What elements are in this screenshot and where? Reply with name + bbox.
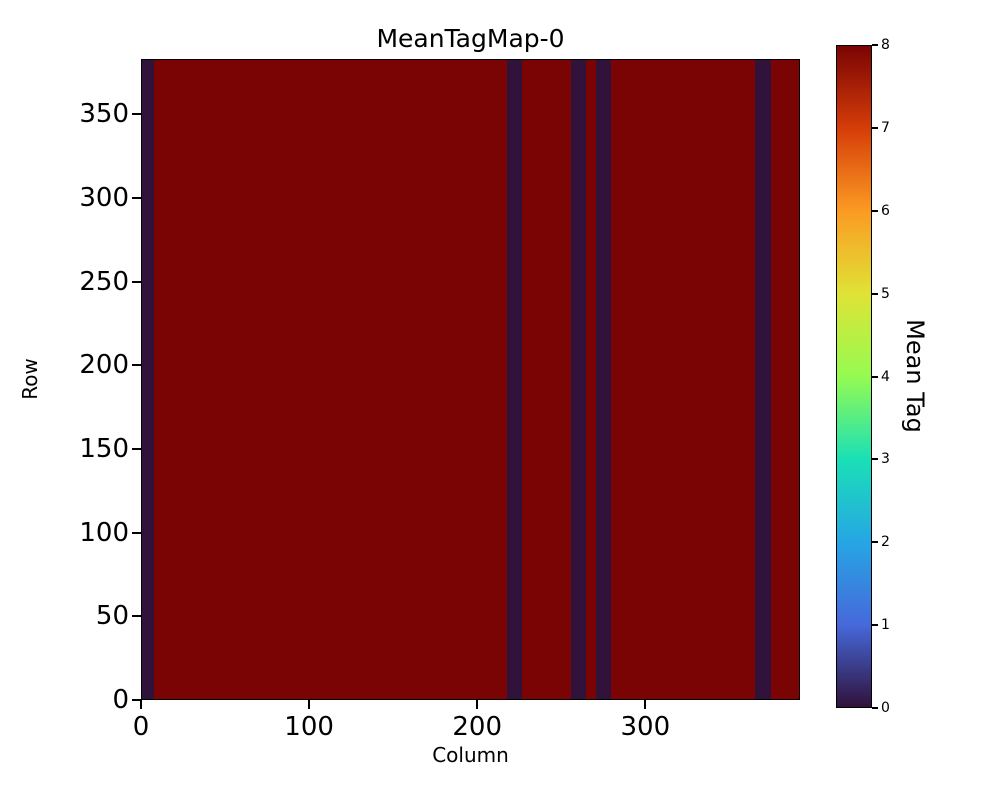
- colorbar-tick-label: 4: [881, 368, 890, 385]
- x-tick-mark: [644, 700, 647, 709]
- colorbar-tick-mark: [872, 209, 878, 212]
- heatmap-low-stripe: [571, 60, 587, 699]
- colorbar-tick-mark: [872, 292, 878, 295]
- y-tick-mark: [132, 699, 141, 701]
- colorbar-tick-label: 5: [881, 285, 890, 302]
- colorbar-tick-label: 7: [881, 119, 890, 136]
- y-axis-label: Row: [18, 358, 42, 400]
- y-tick-label: 350: [79, 99, 129, 130]
- x-tick-mark: [140, 700, 142, 709]
- heatmap-low-stripe: [596, 60, 612, 699]
- colorbar-tick-mark: [872, 375, 878, 378]
- heatmap-plot: [141, 59, 800, 700]
- colorbar-tick-mark: [872, 624, 878, 627]
- heatmap-low-stripe: [755, 60, 771, 699]
- colorbar-tick-mark: [872, 126, 878, 129]
- colorbar-tick-label: 6: [881, 202, 890, 219]
- y-tick-label: 0: [112, 685, 129, 715]
- heatmap-low-stripe: [142, 60, 154, 699]
- y-tick-mark: [132, 113, 141, 116]
- y-tick-label: 200: [79, 350, 129, 381]
- y-tick-mark: [132, 447, 141, 450]
- colorbar-tick-mark: [872, 44, 878, 46]
- x-axis-label: Column: [432, 743, 509, 767]
- chart-title: MeanTagMap-0: [376, 24, 565, 53]
- y-tick-label: 50: [95, 601, 129, 632]
- colorbar-tick-label: 2: [881, 534, 890, 551]
- y-tick-mark: [132, 615, 141, 618]
- y-tick-mark: [132, 280, 141, 283]
- x-tick-mark: [476, 700, 479, 709]
- x-tick-label: 200: [452, 712, 503, 742]
- colorbar-tick-label: 1: [881, 617, 890, 634]
- colorbar-tick-label: 8: [881, 37, 890, 53]
- colorbar-tick-mark: [872, 458, 878, 461]
- colorbar-tick-mark: [872, 541, 878, 544]
- colorbar-tick-mark: [872, 707, 878, 709]
- y-tick-label: 250: [79, 266, 129, 297]
- y-tick-mark: [132, 196, 141, 199]
- colorbar-label: Mean Tag: [901, 319, 929, 433]
- y-tick-label: 150: [79, 433, 129, 464]
- x-tick-label: 300: [620, 712, 671, 742]
- colorbar: [836, 45, 872, 708]
- y-tick-label: 100: [79, 517, 129, 548]
- y-tick-mark: [132, 364, 141, 367]
- x-tick-mark: [308, 700, 311, 709]
- x-tick-label: 0: [132, 712, 150, 742]
- heatmap-low-stripe: [507, 60, 523, 699]
- y-tick-label: 300: [79, 182, 129, 213]
- colorbar-tick-label: 0: [881, 700, 890, 716]
- colorbar-tick-label: 3: [881, 451, 890, 468]
- y-tick-mark: [132, 531, 141, 534]
- x-tick-label: 100: [284, 712, 334, 742]
